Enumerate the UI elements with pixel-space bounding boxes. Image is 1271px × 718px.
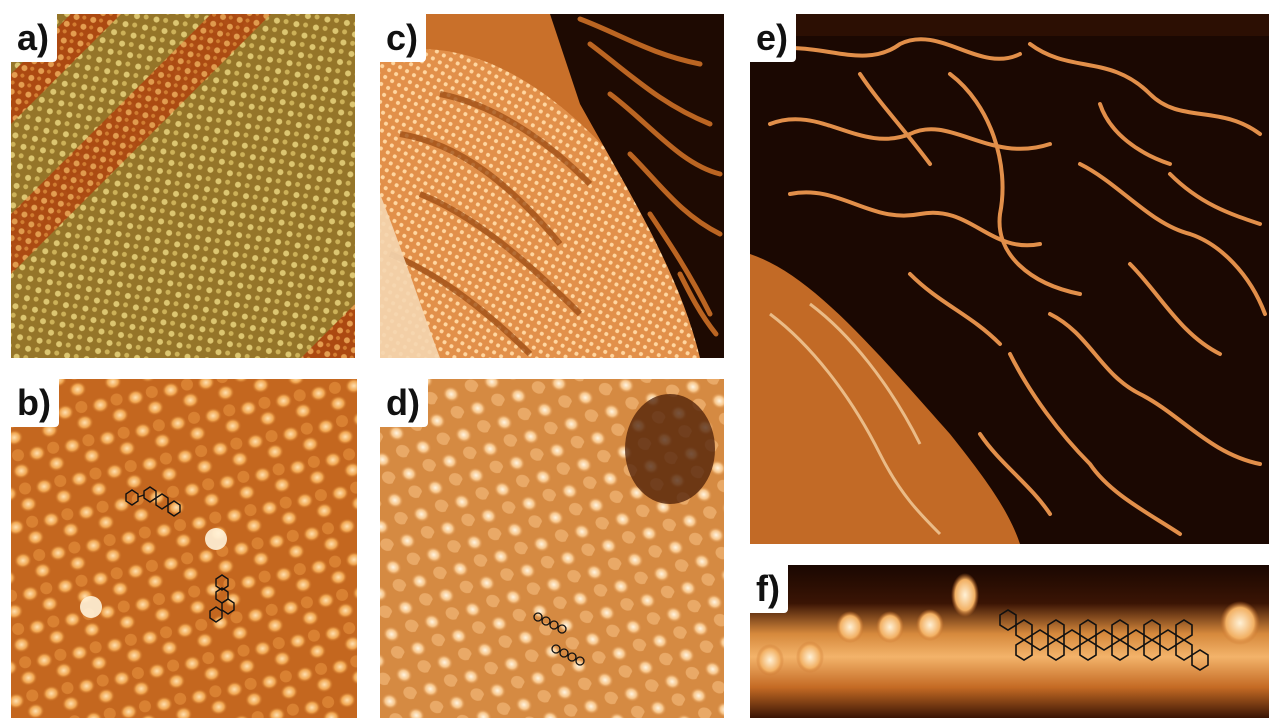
stm-image-b	[11, 379, 357, 718]
stm-image-e	[750, 14, 1269, 544]
panel-label-c: c)	[380, 14, 427, 62]
panel-label-b: b)	[11, 379, 59, 427]
panel-e: e)	[750, 14, 1269, 544]
molecule-structure-5	[999, 609, 1209, 671]
molecule-structure-2	[209, 574, 235, 623]
panel-label-d: d)	[380, 379, 428, 427]
panel-b: b)	[11, 379, 357, 718]
stm-image-f	[750, 565, 1269, 718]
stm-image-a	[11, 14, 355, 358]
stm-image-d	[380, 379, 724, 718]
molecule-structure-4	[551, 644, 585, 666]
panel-label-f: f)	[750, 565, 788, 613]
panel-a: a)	[11, 14, 355, 358]
stm-image-c	[380, 14, 724, 358]
molecule-structure-1	[125, 486, 181, 517]
panel-d: d)	[380, 379, 724, 718]
panel-f: f)	[750, 565, 1269, 718]
molecule-structure-3	[533, 612, 567, 634]
panel-label-e: e)	[750, 14, 797, 62]
panel-c: c)	[380, 14, 724, 358]
panel-label-a: a)	[11, 14, 58, 62]
